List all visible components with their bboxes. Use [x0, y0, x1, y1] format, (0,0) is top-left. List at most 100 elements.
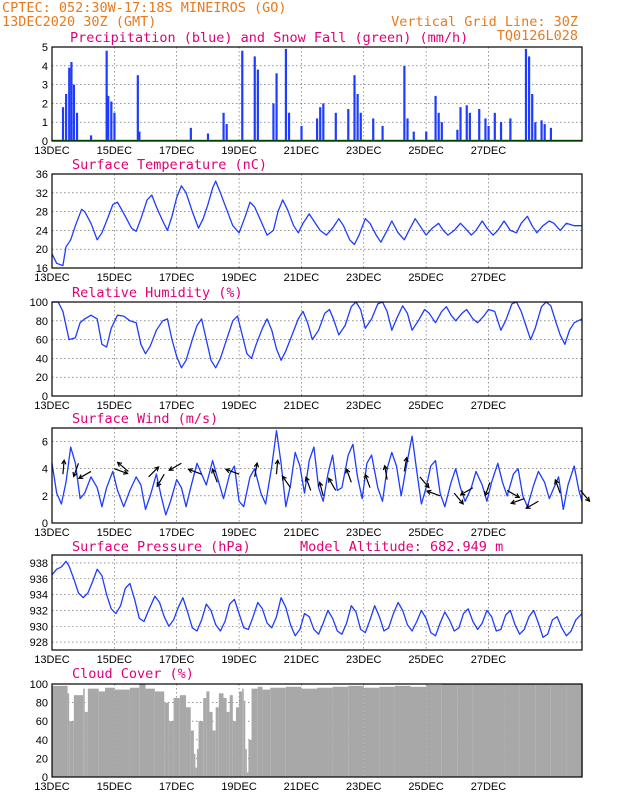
cloud-cover-bar [209, 711, 213, 777]
precip-bar [105, 50, 108, 142]
precip-bar [459, 107, 462, 141]
temp-frame [51, 173, 583, 269]
cloud-cover-bar [348, 685, 364, 777]
precip-xtick-label: 19DEC [221, 145, 257, 157]
precip-bar [406, 118, 409, 141]
wind-xtick-label: 17DEC [159, 527, 195, 539]
pres-xtick-label: 25DEC [408, 654, 444, 666]
wind-arrow [403, 457, 408, 472]
precip-bar [334, 112, 337, 141]
cloud-xtick-label: 15DEC [97, 781, 133, 793]
precip-bar [356, 94, 359, 141]
wind-arrow [211, 468, 218, 483]
cloud-xtick-label: 13DEC [34, 781, 70, 793]
wind-arrow [426, 490, 441, 497]
wind-ytick-label: 2 [42, 491, 48, 503]
precip-bar [468, 112, 471, 141]
cloud-cover-bar [235, 707, 240, 777]
wind-xtick-label: 13DEC [34, 527, 70, 539]
wind-arrow-head [116, 461, 123, 467]
precip-bar [89, 135, 93, 141]
precip-bar [225, 124, 228, 141]
cloud-cover-bar [317, 687, 333, 777]
wind-arrow [506, 489, 520, 498]
precip-bar [253, 56, 256, 141]
wind-arrow [275, 460, 279, 475]
wind-arrow [254, 462, 258, 477]
cloud-cover-bar [69, 721, 74, 777]
pres-xtick-label: 15DEC [97, 654, 133, 666]
precip-ytick-label: 4 [42, 61, 48, 73]
cloud-ytick-label: 0 [42, 772, 48, 784]
wind-arrow-head [403, 456, 409, 463]
wind-arrow-head [281, 475, 287, 481]
header-location: CPTEC: 052:30W-17:18S MINEIROS (GO) [2, 0, 286, 16]
precip-bar [381, 125, 384, 141]
wind-arrow-head [363, 473, 369, 480]
precip-bar [484, 118, 487, 141]
cloud-ytick-label: 40 [36, 735, 48, 747]
precip-bar [456, 129, 459, 141]
temperature-title: Surface Temperature (nC) [72, 157, 267, 173]
cloud-cover-bar [98, 691, 105, 777]
cloud-cover-bar [242, 688, 244, 777]
wind-arrow-head [585, 496, 591, 503]
wind-xtick-label: 23DEC [346, 527, 382, 539]
temp-xtick-label: 19DEC [221, 272, 257, 284]
cloud-cover-bar [196, 749, 199, 777]
pres-ytick-label: 938 [30, 558, 48, 570]
precip-bar [75, 112, 79, 141]
precip-ytick-label: 1 [42, 117, 48, 129]
precip-bar [68, 67, 71, 141]
wind-arrow [384, 465, 388, 480]
pres-ytick-label: 928 [30, 637, 48, 649]
wind-arrow [554, 479, 561, 494]
precip-bar [531, 94, 534, 141]
cloud-cover-bar [206, 691, 210, 777]
cloud-cover-bar [198, 721, 204, 777]
cloud-xtick-label: 17DEC [159, 781, 195, 793]
precip-bar [412, 131, 415, 141]
precip-bar [549, 127, 553, 141]
model-altitude-label: Model Altitude: 682.949 m [300, 539, 503, 555]
header-grid-note: Vertical Grid Line: 30Z [391, 14, 578, 30]
cloud-xtick-label: 25DEC [408, 781, 444, 793]
rh-xtick-label: 15DEC [97, 400, 133, 412]
cloud-cover-bar [164, 702, 169, 777]
pressure-title: Surface Pressure (hPa) [72, 539, 251, 555]
precip-xtick-label: 15DEC [97, 145, 133, 157]
cloud-cover-bar [215, 707, 219, 777]
wind-arrow [345, 468, 352, 483]
pres-xtick-label: 19DEC [221, 654, 257, 666]
wind-arrow-head [345, 467, 351, 474]
rh-xtick-label: 17DEC [159, 400, 195, 412]
precip-xtick-label: 25DEC [408, 145, 444, 157]
rh-series-line [52, 301, 583, 369]
wind-arrow-head [122, 469, 129, 475]
cloud-cover-bar [457, 684, 473, 777]
wind-arrow-head [382, 464, 388, 471]
precip-ytick-label: 5 [42, 42, 48, 54]
wind-arrow [364, 474, 371, 488]
precip-bar [359, 112, 362, 141]
wind-ytick-label: 0 [42, 518, 48, 530]
cloud-cover-bar [173, 697, 180, 777]
precip-bar [543, 124, 546, 141]
cloud-cover-bar [195, 767, 197, 777]
cloud-cover-bar [83, 688, 85, 777]
precip-bar [372, 118, 375, 141]
cloud-cover-bar [301, 688, 317, 777]
cloud-xtick-label: 19DEC [221, 781, 257, 793]
header-model-code: TQ0126L028 [497, 28, 578, 44]
cloud-cover-bar [270, 687, 286, 777]
cloud-cover-bar [186, 707, 191, 777]
pres-ytick-label: 936 [30, 574, 48, 586]
rh-ytick-label: 0 [42, 391, 48, 403]
wind-arrow-head [156, 481, 162, 488]
precip-bar [534, 122, 537, 141]
wind-arrow [281, 475, 291, 489]
temp-xtick-label: 27DEC [471, 272, 507, 284]
cloud-cover-bar [114, 689, 130, 777]
wind-xtick-label: 19DEC [221, 527, 257, 539]
wind-arrow-head [274, 458, 281, 465]
